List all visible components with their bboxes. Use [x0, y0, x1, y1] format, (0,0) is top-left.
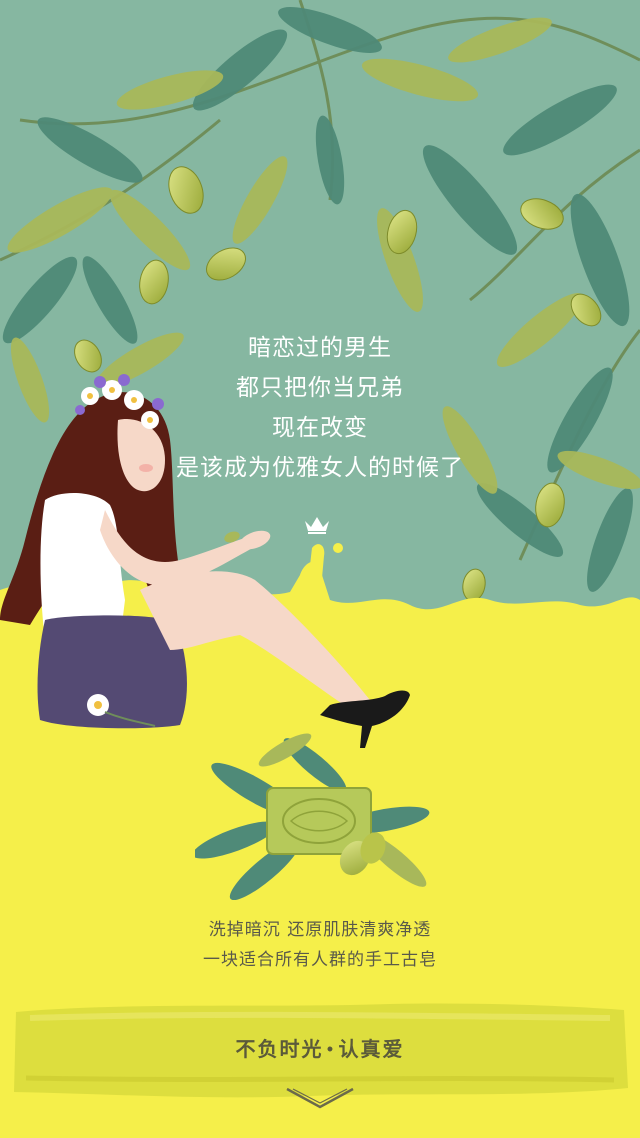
brush-stroke-banner: [14, 1003, 628, 1098]
flower-crown: [75, 374, 164, 429]
illustration: [0, 0, 640, 748]
description-line-2: 一块适合所有人群的手工古皂: [203, 950, 437, 970]
description-line-1: 洗掉暗沉 还原肌肤清爽净透: [208, 920, 432, 940]
slogan: 不负时光 • 认真爱: [120, 1032, 520, 1067]
poem-line-4: 是该成为优雅女人的时候了: [176, 455, 464, 481]
olives: [74, 166, 602, 602]
girl-shoe: [320, 690, 410, 748]
poem-line-3: 现在改变: [272, 415, 368, 441]
girl-face: [117, 419, 165, 492]
crown-icon: [305, 517, 329, 534]
girl-skirt: [37, 615, 187, 729]
daisy: [87, 694, 156, 727]
slogan-right: 认真爱: [338, 1037, 405, 1061]
girl-leg: [140, 571, 370, 712]
poem-line-2: 都只把你当兄弟: [236, 375, 404, 401]
poem: 暗恋过的男生 都只把你当兄弟 现在改变 是该成为优雅女人的时候了: [120, 328, 520, 488]
slogan-separator: •: [325, 1042, 337, 1058]
product-description: 洗掉暗沉 还原肌肤清爽净透 一块适合所有人群的手工古皂: [120, 915, 520, 975]
chevron-down-icon[interactable]: [283, 1083, 357, 1113]
poem-line-1: 暗恋过的男生: [248, 335, 392, 361]
leaves-dark: [2, 7, 633, 592]
soap-product: [195, 733, 430, 900]
leaves-light: [7, 17, 640, 494]
slogan-left: 不负时光: [235, 1037, 324, 1061]
